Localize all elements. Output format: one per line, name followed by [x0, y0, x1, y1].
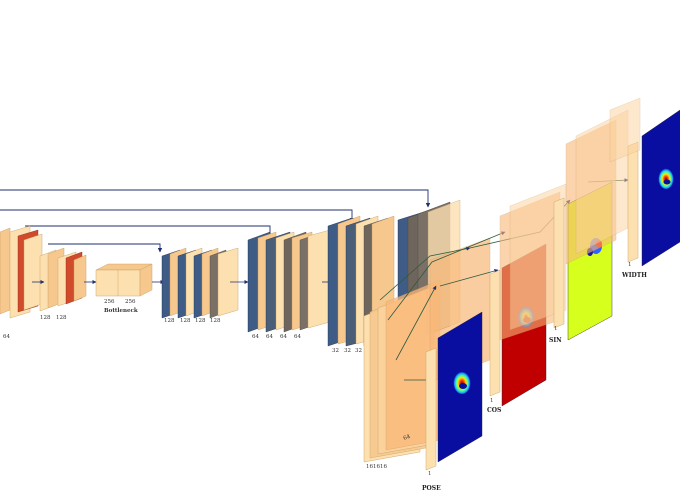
enc1-label-0: 64 [3, 334, 10, 340]
width-output [609, 97, 680, 267]
pose-one-label: 1 [428, 471, 432, 477]
dec3-label-1: 32 [344, 348, 351, 354]
dec2-label-3: 64 [294, 334, 301, 340]
width-heatmap [641, 109, 680, 267]
bottleneck-dim-1: 256 [125, 299, 136, 305]
pose-label: POSE [422, 485, 441, 492]
pose-output [425, 311, 483, 471]
decoder-block-1 [161, 247, 239, 319]
dec2-label-0: 64 [252, 334, 259, 340]
skip-arrow-2 [0, 209, 355, 223]
dec1-label-0: 128 [164, 318, 175, 324]
skip-arrow-1 [0, 189, 431, 208]
enc2-label-0: 128 [40, 315, 51, 321]
dec2-label-2: 64 [280, 334, 287, 340]
dec2-label-1: 64 [266, 334, 273, 340]
encoder-block-1 [0, 225, 43, 319]
head-dim-2: 16 [380, 464, 387, 470]
enc2-label-1: 128 [56, 315, 67, 321]
decoder-block-2 [247, 229, 331, 333]
cos-label: COS [487, 407, 501, 414]
sin-one-label: 1 [554, 326, 558, 332]
head-side-label: 64 [403, 434, 412, 442]
bottleneck-label: Bottleneck [104, 308, 138, 314]
head-dim-1: 16 [373, 464, 380, 470]
sin-output [553, 109, 629, 341]
bottleneck-block [95, 263, 153, 297]
dec3-label-2: 32 [355, 348, 362, 354]
width-one-label: 1 [628, 262, 632, 268]
dec1-label-3: 128 [210, 318, 221, 324]
encoder-block-2 [39, 247, 87, 312]
dec1-label-1: 128 [180, 318, 191, 324]
width-label: WIDTH [621, 272, 647, 279]
dec1-label-2: 128 [195, 318, 206, 324]
cos-one-label: 1 [490, 398, 494, 404]
dec3-label-0: 32 [332, 348, 339, 354]
sin-label: SIN [549, 337, 562, 344]
bottleneck-dim-0: 256 [104, 299, 115, 305]
skip-arrow-3 [25, 225, 273, 239]
head-dim-0: 16 [366, 464, 373, 470]
skip-arrow-4 [48, 243, 163, 253]
